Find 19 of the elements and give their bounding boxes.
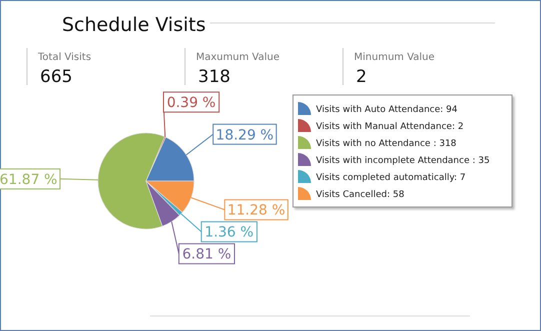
legend-label: Visits Cancelled: 58 xyxy=(316,190,405,200)
data-label: 61.87 % xyxy=(0,172,58,188)
legend-label: Visits with Auto Attendance: 94 xyxy=(316,105,458,115)
legend-label: Visits with incomplete Attendance : 35 xyxy=(316,156,490,166)
data-label: 6.81 % xyxy=(182,246,232,263)
category-label: Total Visits xyxy=(37,52,92,63)
data-label: 318 xyxy=(198,67,230,87)
data-label: 11.28 % xyxy=(227,202,286,219)
legend-label: Visits completed automatically: 7 xyxy=(316,173,466,183)
data-label: 2 xyxy=(356,67,367,87)
category-label: Maxumum Value xyxy=(196,52,280,63)
legend-label: Visits with Manual Attendance: 2 xyxy=(316,122,464,132)
category-label: Minumum Value xyxy=(354,52,435,63)
data-label: 0.39 % xyxy=(166,95,216,112)
data-label: 18.29 % xyxy=(216,127,274,144)
legend-label: Visits with no Attendance : 318 xyxy=(316,139,457,149)
data-label: 665 xyxy=(40,67,72,87)
text: Schedule Visits xyxy=(62,14,206,36)
data-label: 1.36 % xyxy=(204,224,254,241)
